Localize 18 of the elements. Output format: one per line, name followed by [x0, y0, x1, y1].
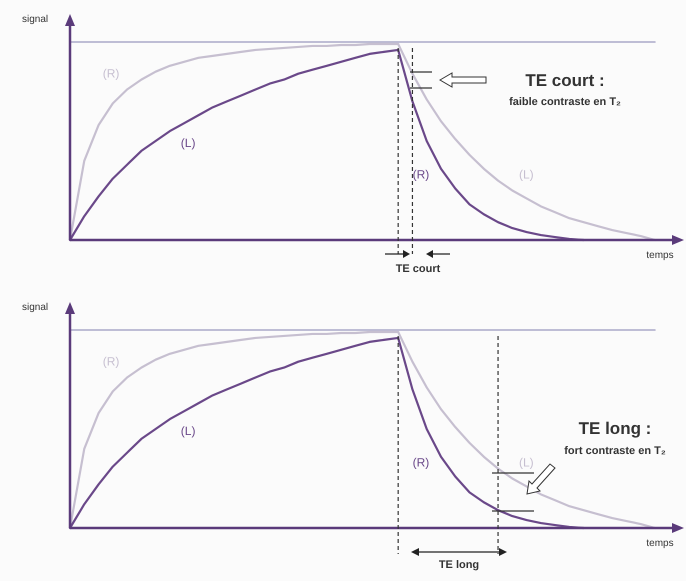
annotation: TE long : [578, 419, 652, 438]
series-label: (L) [518, 168, 534, 182]
text: TE long [438, 559, 480, 571]
annotation: TE court : [525, 71, 605, 90]
series-label: (R) [102, 354, 120, 369]
y-axis-title: signal [22, 302, 48, 313]
series-label: (L) [518, 456, 534, 470]
series-label: (L) [180, 424, 196, 438]
series-label: (R) [412, 456, 430, 470]
annotation: faible contraste en T₂ [509, 96, 622, 108]
x-axis-title: temps [646, 538, 674, 549]
text: TE court [396, 263, 441, 275]
x-axis-title: temps [646, 250, 674, 261]
series-label: (R) [412, 168, 430, 182]
series-label: (L) [180, 136, 196, 150]
y-axis-title: signal [22, 14, 48, 25]
series-label: (R) [102, 66, 120, 81]
annotation: fort contraste en T₂ [564, 445, 666, 457]
